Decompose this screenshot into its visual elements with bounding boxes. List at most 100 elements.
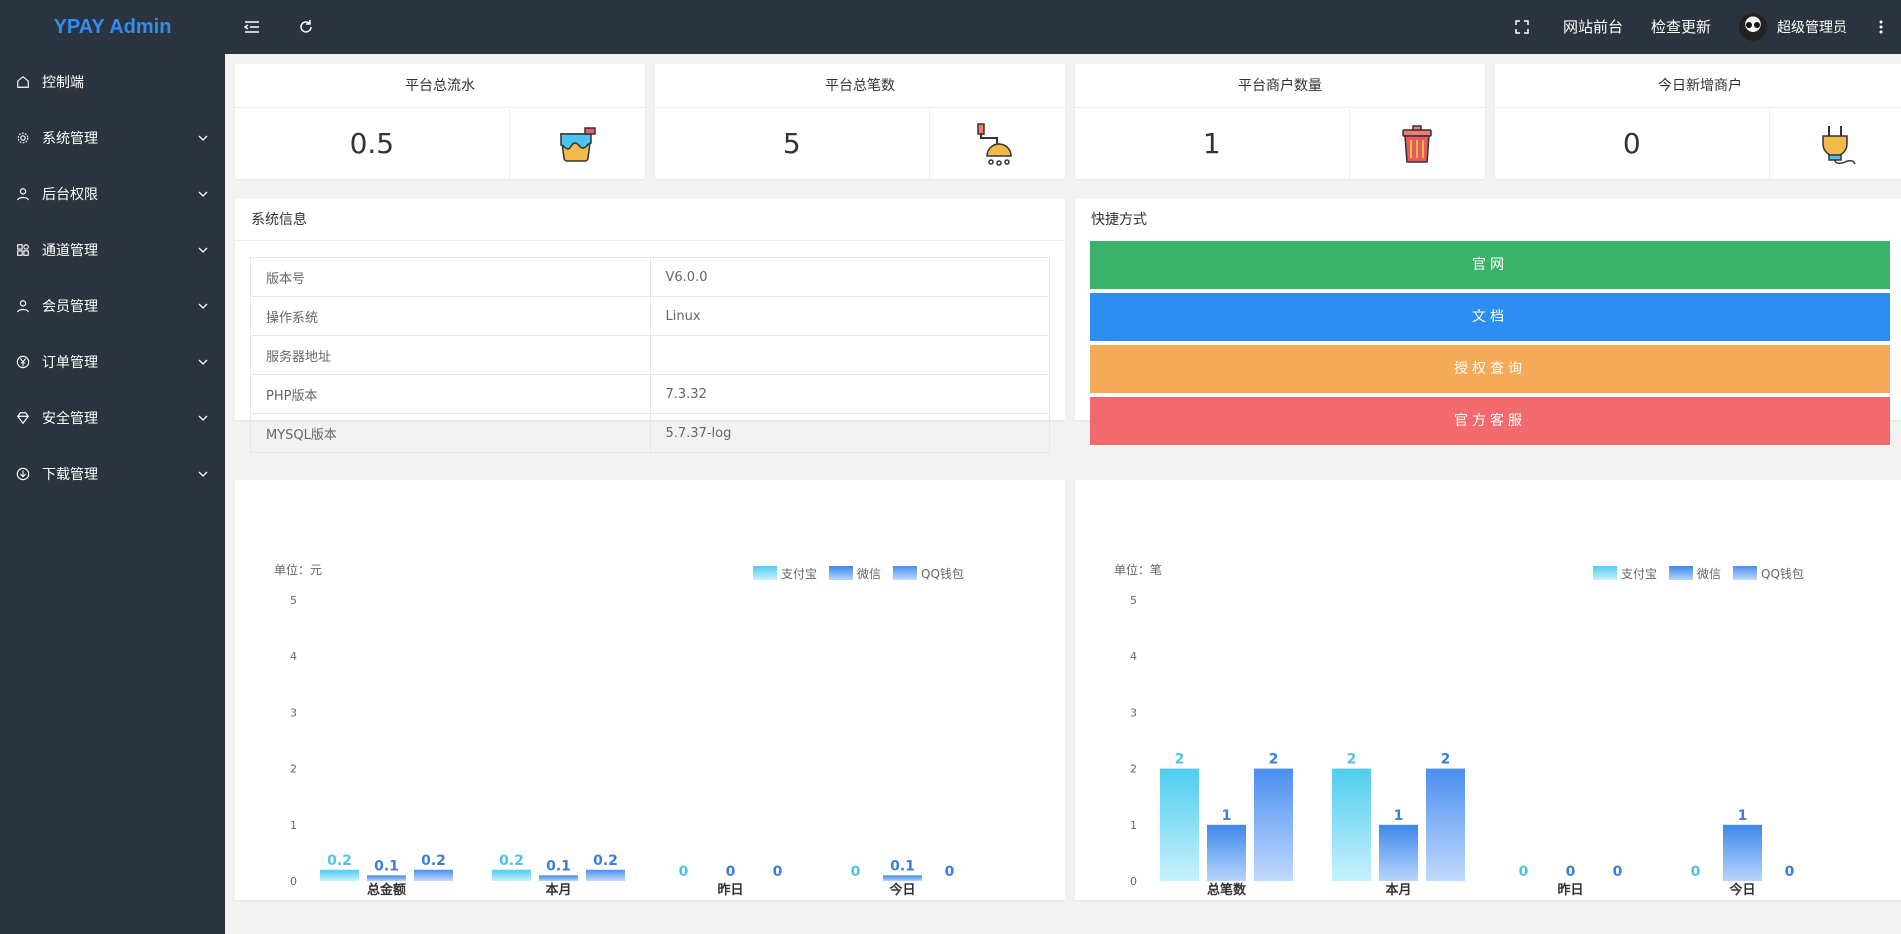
bar-value-label: 1 [1394, 808, 1404, 824]
bar[interactable] [414, 869, 453, 881]
legend-label[interactable]: 支付宝 [1621, 567, 1657, 581]
gear-icon [16, 131, 30, 145]
topbar: 网站前台 检查更新 超级管理员 [225, 0, 1901, 54]
legend-swatch[interactable] [829, 566, 853, 580]
bar[interactable] [492, 869, 531, 881]
bar-value-label: 0.1 [374, 858, 399, 874]
x-tick-label: 本月 [545, 882, 571, 898]
legend-label[interactable]: QQ钱包 [921, 566, 964, 581]
y-tick-label: 3 [1130, 706, 1137, 719]
info-key: 服务器地址 [250, 335, 651, 375]
y-tick-label: 2 [1130, 763, 1137, 776]
app-logo[interactable]: YPAY Admin [53, 16, 172, 38]
quick-link-button[interactable]: 授权查询 [1090, 345, 1890, 393]
legend-swatch[interactable] [1593, 566, 1617, 580]
bar-value-label: 2 [1347, 752, 1357, 768]
user-menu[interactable]: 超级管理员 [1725, 0, 1861, 54]
bar[interactable] [586, 869, 625, 881]
bar-value-label: 0.2 [593, 853, 618, 869]
bar-value-label: 0 [1691, 864, 1701, 880]
sidebar-item[interactable]: 系统管理 [0, 110, 225, 166]
sidebar-item[interactable]: 会员管理 [0, 278, 225, 334]
bar-value-label: 2 [1269, 752, 1279, 768]
y-tick-label: 2 [290, 763, 297, 776]
site-frontend-link[interactable]: 网站前台 [1562, 18, 1623, 36]
sidebar-item[interactable]: 安全管理 [0, 390, 225, 446]
sidebar-item[interactable]: 后台权限 [0, 166, 225, 222]
stat-card-today-merchants: 今日新增商户 0 [1495, 64, 1901, 179]
menu-toggle-button[interactable] [225, 0, 279, 54]
stat-card-merchant-count: 平台商户数量 1 [1075, 64, 1485, 179]
refresh-button[interactable] [279, 0, 333, 54]
avatar [1739, 13, 1767, 41]
bar[interactable] [1332, 768, 1371, 881]
chevron-down-icon [197, 356, 209, 368]
chart-unit-label: 单位：笔 [1114, 562, 1162, 577]
chevron-down-icon [197, 300, 209, 312]
x-tick-label: 昨日 [1557, 882, 1583, 898]
more-vertical-icon [1879, 20, 1883, 34]
legend-swatch[interactable] [893, 566, 917, 580]
legend-label[interactable]: 支付宝 [781, 567, 817, 581]
bar-value-label: 0.1 [890, 858, 915, 874]
y-tick-label: 4 [290, 650, 297, 663]
bar-value-label: 0.1 [546, 858, 571, 874]
stat-card-total-count: 平台总笔数 5 [655, 64, 1065, 179]
sidebar-item[interactable]: 通道管理 [0, 222, 225, 278]
bar-value-label: 1 [1738, 808, 1748, 824]
bar[interactable] [1254, 768, 1293, 881]
bar-value-label: 0.2 [327, 853, 352, 869]
bar[interactable] [539, 875, 578, 881]
fullscreen-icon [1515, 20, 1529, 34]
legend-swatch[interactable] [753, 566, 777, 580]
amount-chart: 单位：元 0 1 2 3 4 5 支付宝 微信 QQ钱包 0.2 0.1 0.2 总金额 0.2 0.1 0.2… [274, 562, 964, 898]
panel-title: 系统信息 [235, 199, 1065, 241]
bar[interactable] [1426, 768, 1465, 881]
quick-link-button[interactable]: 官网 [1090, 241, 1890, 289]
quick-links-panel: 快捷方式 官网 文档 授权查询 官方客服 [1075, 199, 1901, 445]
bar-value-label: 0 [1519, 864, 1529, 880]
info-key: 操作系统 [250, 296, 651, 336]
legend-label[interactable]: 微信 [857, 567, 881, 581]
panel-title: 快捷方式 [1091, 212, 1147, 228]
y-tick-label: 4 [1130, 650, 1137, 663]
system-info-panel: 系统信息 版本号 V6.0.0 操作系统 Linux 服务器地址 PHP版本 7.3.32 M… [235, 199, 1065, 453]
stat-title: 平台总流水 [235, 64, 645, 108]
x-tick-label: 今日 [888, 882, 915, 898]
check-update-link[interactable]: 检查更新 [1650, 18, 1711, 36]
bar[interactable] [883, 875, 922, 881]
bar-value-label: 0 [945, 864, 955, 880]
legend-swatch[interactable] [1733, 566, 1757, 580]
chart-unit-label: 单位：元 [274, 562, 322, 577]
shower-icon [977, 122, 1013, 166]
sidebar-item[interactable]: 订单管理 [0, 334, 225, 390]
sidebar-item[interactable]: 控制端 [0, 54, 225, 110]
sidebar-item-label: 会员管理 [42, 299, 98, 315]
legend-swatch[interactable] [1669, 566, 1693, 580]
bar[interactable] [1379, 824, 1418, 881]
table-row: MYSQL版本 5.7.37-log [250, 413, 1050, 453]
more-button[interactable] [1861, 20, 1901, 34]
bar-value-label: 0.2 [499, 853, 524, 869]
bar[interactable] [320, 869, 359, 881]
system-info-table: 版本号 V6.0.0 操作系统 Linux 服务器地址 PHP版本 7.3.32 MYSQL版… [250, 257, 1050, 453]
user-name: 超级管理员 [1777, 20, 1847, 36]
legend-label[interactable]: QQ钱包 [1761, 566, 1804, 581]
menu-fold-icon [244, 21, 259, 33]
bar[interactable] [367, 875, 406, 881]
quick-link-button[interactable]: 官方客服 [1090, 397, 1890, 445]
legend-label[interactable]: 微信 [1697, 567, 1721, 581]
bar[interactable] [1160, 768, 1199, 881]
sidebar-item[interactable]: 下载管理 [0, 446, 225, 502]
info-key: 版本号 [250, 257, 651, 297]
bar[interactable] [1207, 824, 1246, 881]
bar[interactable] [1723, 824, 1762, 881]
bar-value-label: 0 [679, 864, 689, 880]
info-value: V6.0.0 [649, 257, 1050, 297]
y-tick-label: 5 [1130, 594, 1137, 607]
sidebar-nav: 控制端 系统管理 后台权限 通道管理会员管理订单管理 安全管理 下载管理 [0, 54, 225, 502]
info-value [649, 335, 1050, 375]
fullscreen-button[interactable] [1495, 0, 1549, 54]
quick-link-button[interactable]: 文档 [1090, 293, 1890, 341]
x-tick-label: 总金额 [367, 882, 406, 898]
